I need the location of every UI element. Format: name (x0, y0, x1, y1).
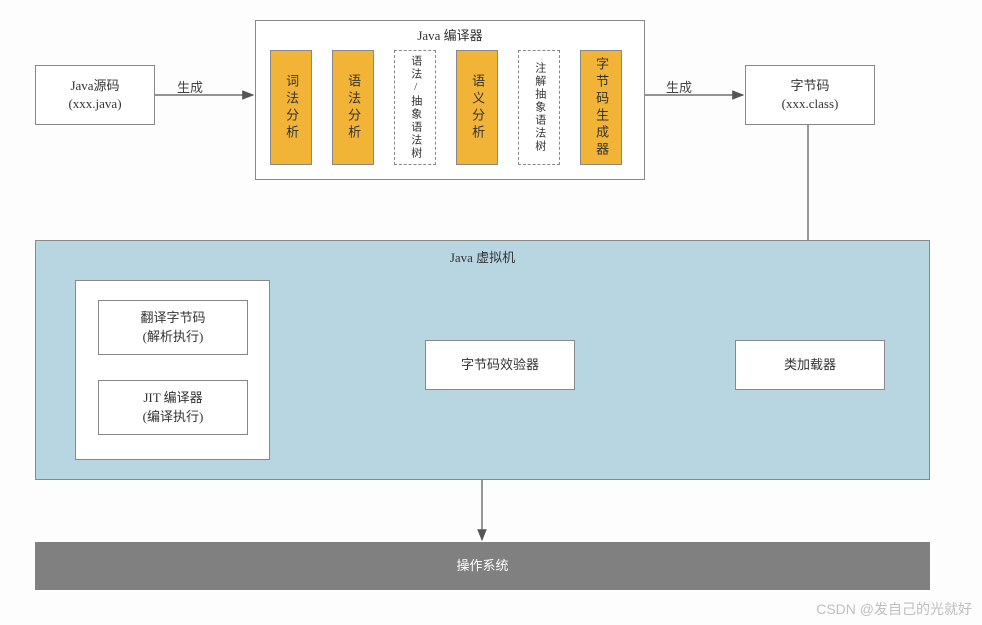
compiler-step: 字节码生成器 (580, 50, 622, 165)
vm-title: Java 虚拟机 (36, 249, 929, 267)
compiler-step-label: 语义分析 (468, 74, 486, 142)
compiler-step-label: 注解抽象语法树 (531, 62, 546, 153)
source-line2: (xxx.java) (68, 95, 121, 113)
bytecode-line2: (xxx.class) (782, 95, 839, 113)
jit-line1: JIT 编译器 (143, 389, 204, 407)
bytecode-line1: 字节码 (782, 77, 839, 95)
compiler-title: Java 编译器 (256, 27, 644, 45)
compiler-step: 语义分析 (456, 50, 498, 165)
source-line1: Java源码 (68, 77, 121, 95)
compiler-step-label: 词法分析 (282, 74, 300, 142)
edge-label-1: 生成 (177, 77, 203, 96)
compiler-step: 语法分析 (332, 50, 374, 165)
compiler-step-label: 字节码生成器 (592, 57, 610, 159)
compiler-step-label: 语法分析 (344, 74, 362, 142)
source-box: Java源码 (xxx.java) (35, 65, 155, 125)
jit-box: JIT 编译器 (编译执行) (98, 380, 248, 435)
verifier-label: 字节码效验器 (461, 356, 539, 374)
compiler-step: 语法/抽象语法树 (394, 50, 436, 165)
watermark: CSDN @发自己的光就好 (816, 599, 972, 619)
interpret-line1: 翻译字节码 (140, 309, 205, 327)
bytecode-box: 字节码 (xxx.class) (745, 65, 875, 125)
compiler-step: 注解抽象语法树 (518, 50, 560, 165)
interpret-line2: (解析执行) (140, 328, 205, 346)
class-loader-label: 类加载器 (784, 356, 836, 374)
verifier-box: 字节码效验器 (425, 340, 575, 390)
class-loader-box: 类加载器 (735, 340, 885, 390)
compiler-step: 词法分析 (270, 50, 312, 165)
compiler-step-label: 语法/抽象语法树 (407, 55, 422, 160)
edge-label-2: 生成 (666, 77, 692, 96)
interpret-box: 翻译字节码 (解析执行) (98, 300, 248, 355)
os-box: 操作系统 (35, 542, 930, 590)
os-label: 操作系统 (456, 557, 508, 575)
jit-line2: (编译执行) (143, 408, 204, 426)
